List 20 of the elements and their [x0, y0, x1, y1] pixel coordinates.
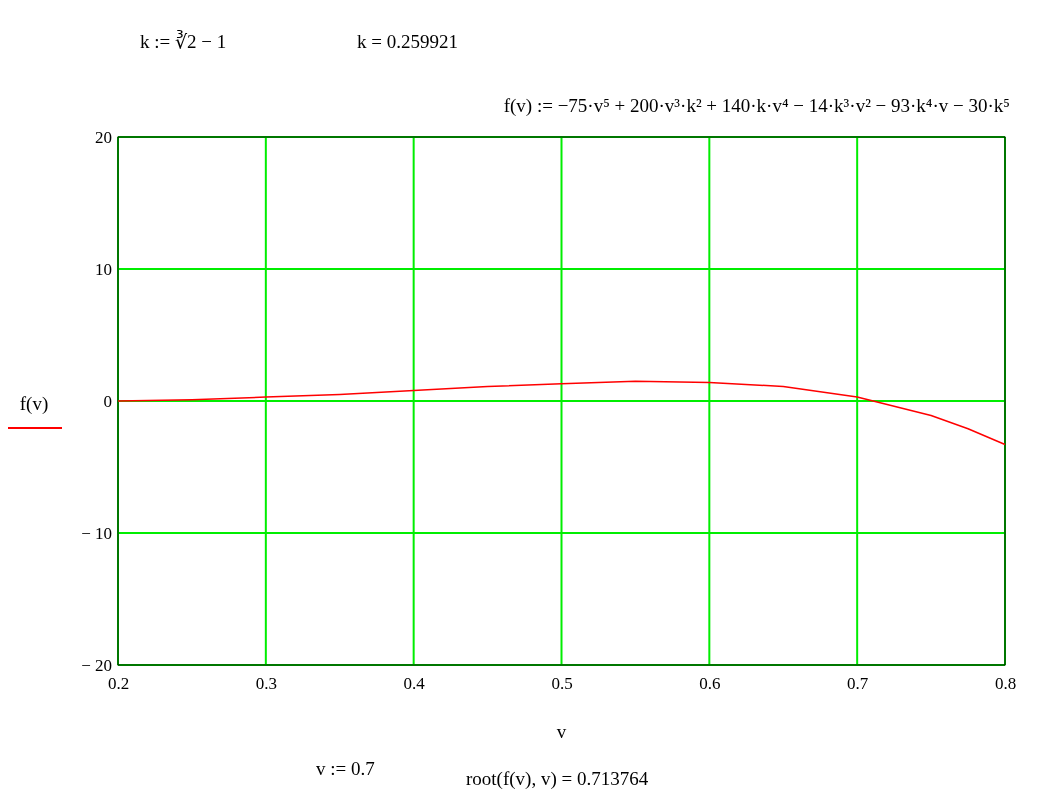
- chart-subtitle: f(v) := −75·v⁵ + 200·v³·k² + 140·k·v⁴ − 14·k³·v² − 93·k⁴·v − 30·k⁵: [503, 95, 1010, 117]
- text: k = 0.259921: [357, 31, 458, 52]
- y-tick-label: 0: [103, 391, 112, 411]
- line-series: [117, 380, 1006, 446]
- x-tick-label: 0.3: [255, 674, 277, 694]
- x-tick-label: 0.4: [403, 674, 426, 694]
- y-axis-title: f(v): [19, 393, 49, 415]
- text: v := 0.7: [316, 758, 375, 779]
- text: root(f(v), v) = 0.713764: [466, 768, 649, 790]
- x-tick-label: 0.5: [551, 674, 573, 694]
- x-axis-title: v: [556, 721, 567, 742]
- chart-title: k := ∛2 − 1: [140, 30, 227, 52]
- x-tick-label: 0.2: [107, 674, 130, 694]
- x-tick-label: 0.8: [994, 674, 1017, 694]
- y-tick-label: − 20: [81, 655, 112, 675]
- x-tick-label: 0.7: [847, 674, 869, 694]
- x-tick-label: 0.6: [699, 674, 721, 694]
- y-tick-label: − 10: [81, 523, 112, 543]
- y-tick-label: 10: [95, 259, 112, 279]
- y-tick-label: 20: [95, 127, 112, 147]
